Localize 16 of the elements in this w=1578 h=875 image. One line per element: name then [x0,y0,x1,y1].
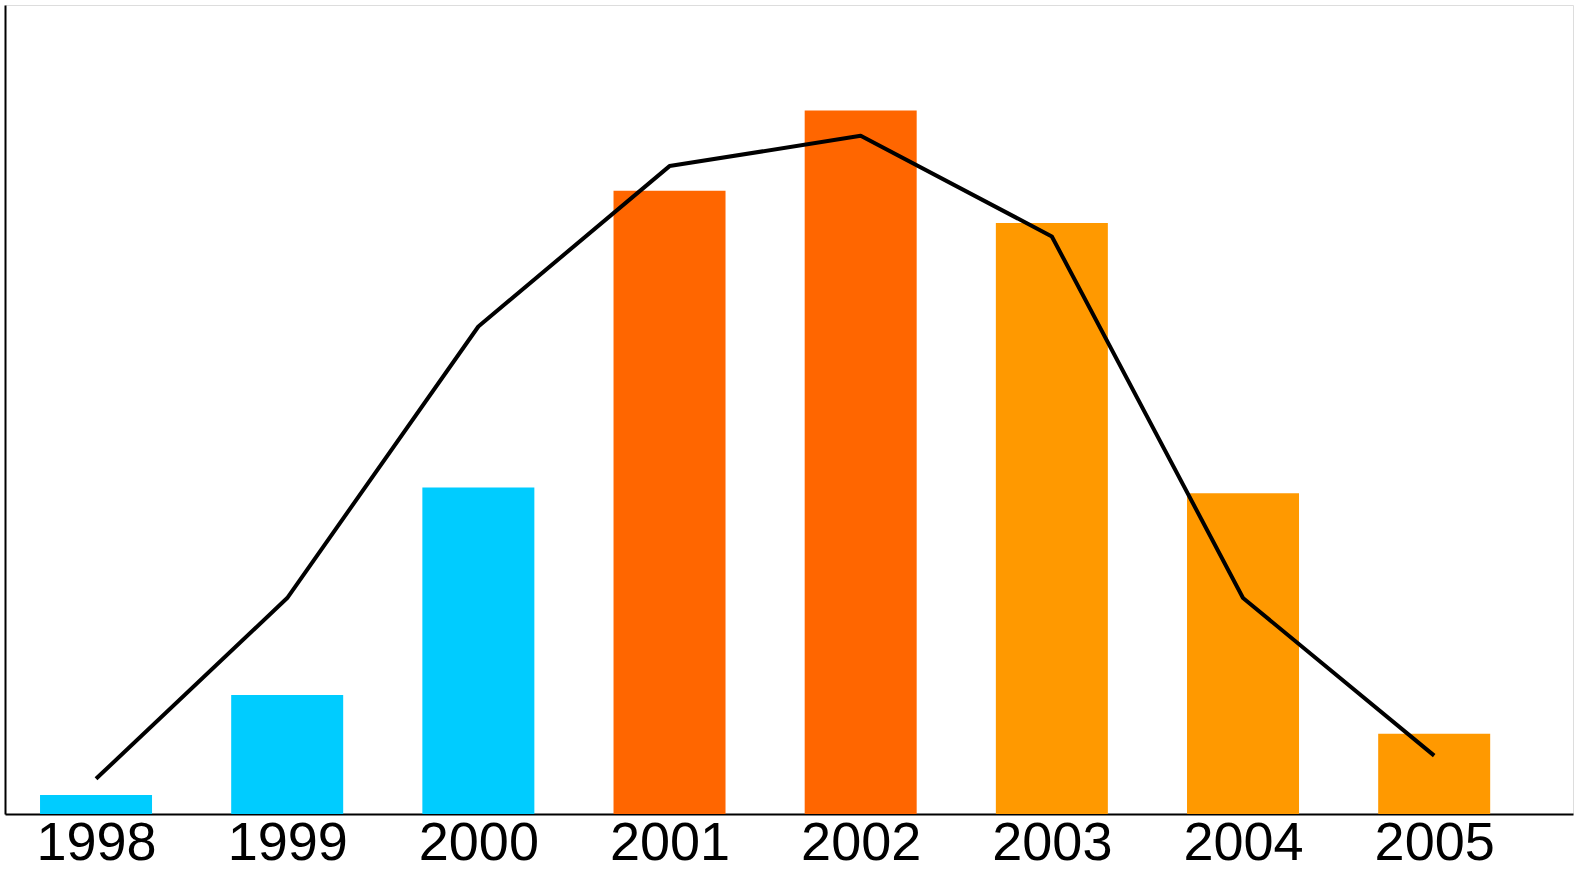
x-tick-label: 2003 [992,810,1113,871]
x-tick-label: 2000 [418,810,539,871]
x-tick-label: 2002 [801,810,922,871]
bar [40,795,153,814]
bar [1187,493,1300,814]
bar [231,695,344,814]
bar [613,190,726,814]
x-tick-label: 2005 [1374,810,1495,871]
x-tick-label: 1998 [36,810,157,871]
x-tick-label: 1999 [227,810,348,871]
bar [804,110,917,814]
x-tick-label: 2001 [609,810,731,871]
bar [422,487,535,814]
bar [995,223,1108,814]
x-tick-label: 2004 [1183,810,1304,871]
bar [1378,733,1491,814]
